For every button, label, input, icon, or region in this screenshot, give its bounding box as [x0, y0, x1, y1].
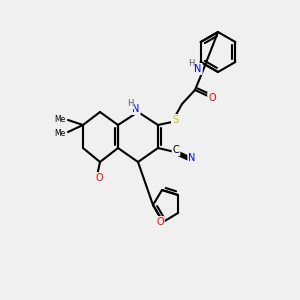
Text: O: O [208, 93, 216, 103]
Text: Me: Me [54, 115, 66, 124]
Text: N: N [188, 153, 196, 163]
Text: Me: Me [54, 128, 66, 137]
Text: S: S [172, 115, 178, 125]
Text: H: H [188, 59, 194, 68]
Text: O: O [95, 173, 103, 183]
Text: C: C [172, 145, 179, 155]
Text: N: N [194, 64, 202, 74]
Text: H: H [127, 100, 133, 109]
Text: N: N [132, 104, 140, 114]
Text: O: O [156, 217, 164, 227]
